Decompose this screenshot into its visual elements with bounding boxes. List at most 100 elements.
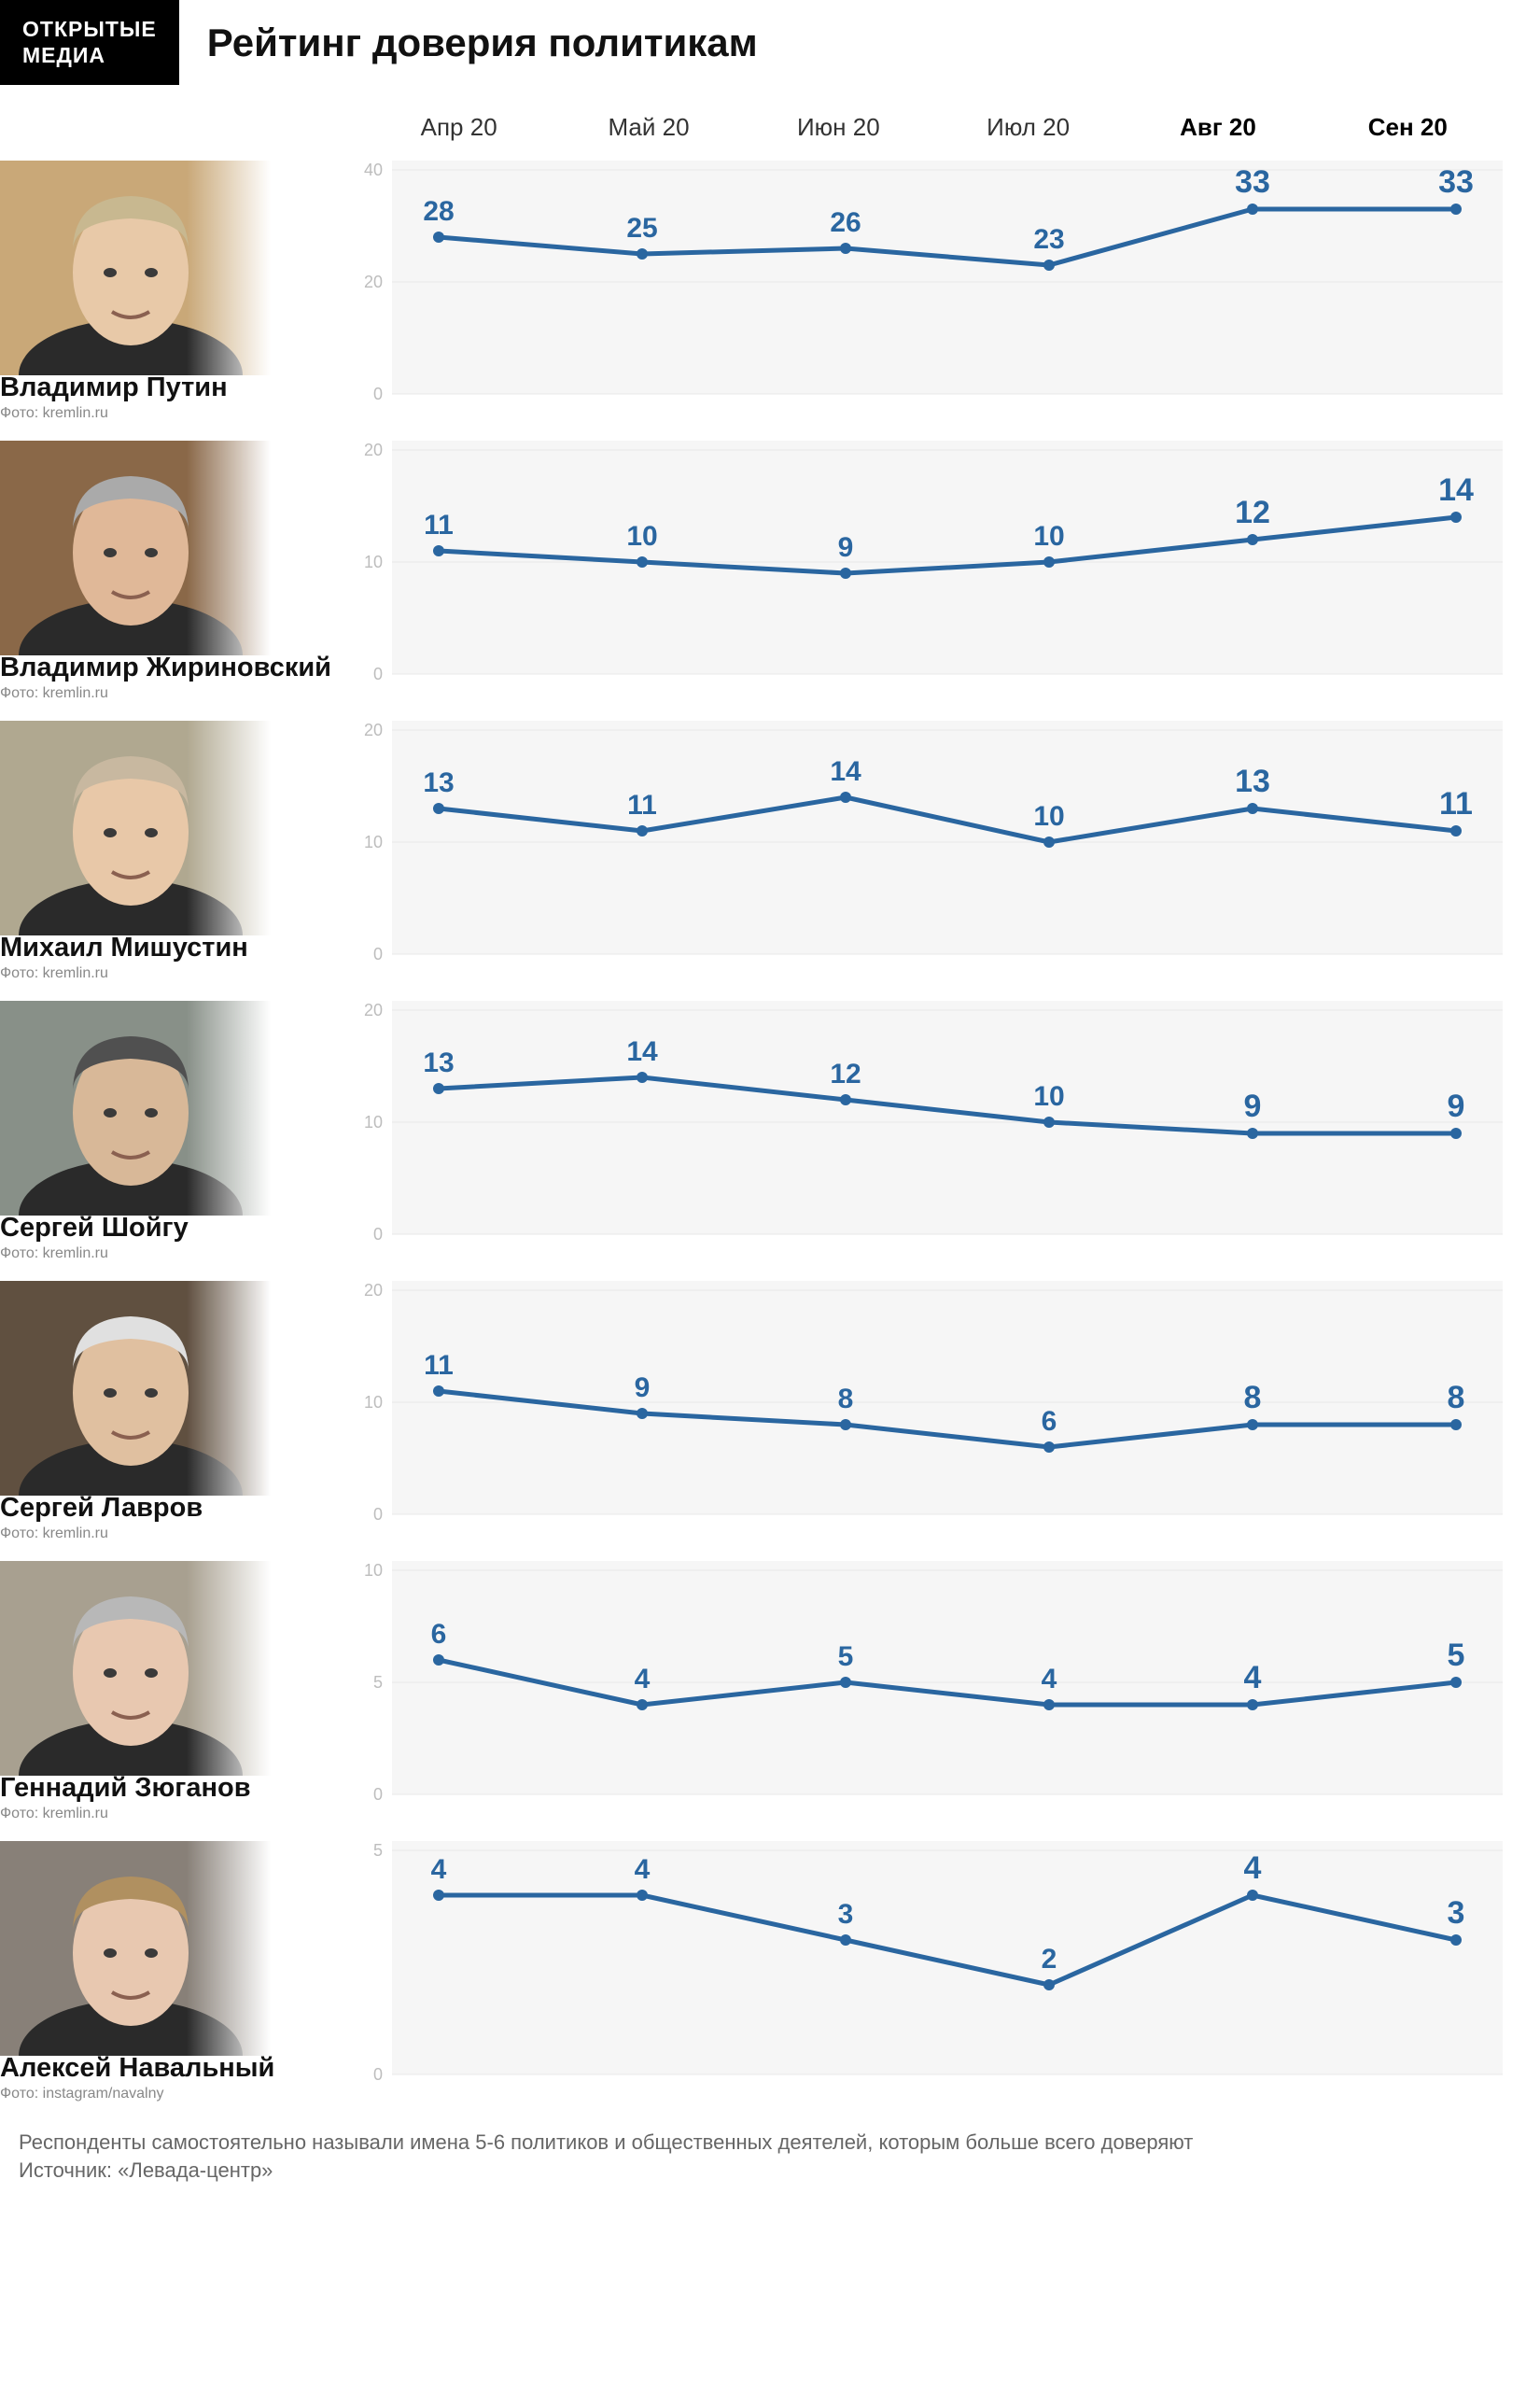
svg-text:25: 25 [626,213,657,244]
svg-text:28: 28 [423,196,454,227]
svg-text:26: 26 [830,207,861,238]
svg-text:33: 33 [1235,164,1270,200]
infographic-container: ОТКРЫТЫЕ МЕДИА Рейтинг доверия политикам… [0,0,1540,2183]
svg-text:20: 20 [364,441,383,459]
svg-text:0: 0 [373,1225,383,1244]
photo-credit: Фото: kremlin.ru [0,1806,345,1822]
politician-row: Алексей Навальный Фото: instagram/navalny… [0,1841,1540,2102]
svg-text:10: 10 [1033,801,1064,832]
svg-text:14: 14 [830,756,861,787]
portrait-column: Сергей ЛавровФото: kremlin.ru [0,1281,345,1542]
svg-text:0: 0 [373,385,383,403]
svg-text:0: 0 [373,2065,383,2084]
politician-name: Владимир Путин [0,373,345,403]
svg-text:20: 20 [364,1281,383,1300]
month-label: Апр 20 [364,113,553,142]
portrait-image [0,161,271,375]
svg-text:10: 10 [1033,1081,1064,1112]
svg-text:13: 13 [423,767,454,798]
svg-text:4: 4 [635,1854,651,1885]
line-chart: 01020131114101311 [345,721,1503,982]
svg-text:11: 11 [424,1350,454,1381]
politician-row: Владимир Жириновский Фото: kremlin.ru 0 10 2… [0,441,1540,702]
politician-row: Владимир Путин Фото: kremlin.ru 0 20 40 28 25 2… [0,161,1540,422]
svg-text:8: 8 [1448,1380,1465,1415]
svg-text:5: 5 [373,1673,383,1692]
politician-name: Геннадий Зюганов [0,1773,345,1804]
portrait-image [0,1561,271,1776]
svg-text:40: 40 [364,161,383,179]
politician-name: Сергей Шойгу [0,1213,345,1244]
svg-text:11: 11 [424,510,454,541]
portrait-image [0,441,271,655]
politician-row: Геннадий ЗюгановФото: kremlin.ru05106454… [0,1561,1540,1822]
svg-text:6: 6 [1042,1406,1057,1437]
svg-text:20: 20 [364,721,383,739]
svg-text:4: 4 [1244,1660,1262,1695]
svg-text:10: 10 [364,1393,383,1412]
svg-text:5: 5 [373,1841,383,1860]
svg-text:10: 10 [1033,521,1064,552]
photo-credit: Фото: kremlin.ru [0,405,345,422]
portrait-image [0,1841,271,2056]
svg-text:8: 8 [1244,1380,1262,1415]
svg-text:33: 33 [1438,164,1474,200]
svg-text:13: 13 [423,1047,454,1078]
svg-text:2: 2 [1042,1944,1057,1975]
politician-name: Алексей Навальный [0,2053,345,2084]
svg-text:4: 4 [1244,1850,1262,1886]
month-label: Июл 20 [933,113,1123,142]
svg-text:0: 0 [373,665,383,683]
line-chart: 0510645445 [345,1561,1503,1822]
line-chart: 010201314121099 [345,1001,1503,1262]
line-chart: 0 20 40 28 25 26 23 33 33 [345,161,1503,422]
photo-credit: Фото: instagram/navalny [0,2086,345,2102]
svg-text:5: 5 [838,1641,854,1672]
line-chart: 05443243 [345,1841,1503,2102]
line-chart: 0102011109101214 [345,441,1503,702]
svg-text:13: 13 [1235,764,1270,799]
photo-credit: Фото: kremlin.ru [0,1525,345,1542]
svg-text:10: 10 [626,521,657,552]
svg-text:12: 12 [1235,495,1270,530]
portrait-column: Сергей ШойгуФото: kremlin.ru [0,1001,345,1262]
svg-text:3: 3 [838,1899,854,1930]
politician-name: Владимир Жириновский [0,653,345,683]
svg-text:10: 10 [364,1113,383,1132]
portrait-image [0,1281,271,1496]
svg-text:4: 4 [635,1664,651,1694]
photo-credit: Фото: kremlin.ru [0,965,345,982]
svg-text:20: 20 [364,273,383,291]
politician-row: Сергей ЛавровФото: kremlin.ru 0 10 20 11 9 8 6 8… [0,1281,1540,1542]
svg-text:10: 10 [364,553,383,571]
portrait-column: Геннадий Зюганов Фото: kremlin.ru [0,1561,345,1822]
svg-text:23: 23 [1033,224,1064,255]
svg-text:5: 5 [1448,1638,1465,1673]
svg-text:6: 6 [431,1619,447,1650]
svg-text:14: 14 [626,1036,658,1067]
portrait-column: Владимир Путин Фото: kremlin.ru [0,161,345,422]
portrait-column: Алексей Навальный Фото: instagram/navalny [0,1841,345,2102]
brand-logo: ОТКРЫТЫЕ МЕДИА [0,0,179,85]
portrait-column: Михаил МишустинФото: kremlin.ru [0,721,345,982]
month-label: Май 20 [553,113,743,142]
source: Источник: «Левада-центр» [19,2158,1540,2183]
line-chart: 010201198688 [345,1281,1503,1542]
charts-list: Владимир ПутинФото: kremlin.ru0204028252… [0,161,1540,2102]
svg-text:9: 9 [1244,1089,1262,1124]
photo-credit: Фото: kremlin.ru [0,685,345,702]
svg-text:10: 10 [364,833,383,851]
footnote: Респонденты самостоятельно называли имен… [19,2130,1540,2155]
svg-text:0: 0 [373,1785,383,1804]
logo-line1: ОТКРЫТЫЕ [22,17,157,43]
svg-text:11: 11 [627,790,657,821]
politician-name: Сергей Лавров [0,1493,345,1524]
svg-text:14: 14 [1438,472,1474,508]
svg-text:3: 3 [1448,1895,1465,1931]
portrait-image [0,1001,271,1216]
svg-text:9: 9 [635,1372,651,1403]
svg-text:9: 9 [1448,1089,1465,1124]
months-header: Апр 20Май 20Июн 20Июл 20Авг 20Сен 20 [0,113,1540,142]
svg-text:0: 0 [373,1505,383,1524]
svg-text:11: 11 [1439,786,1473,822]
